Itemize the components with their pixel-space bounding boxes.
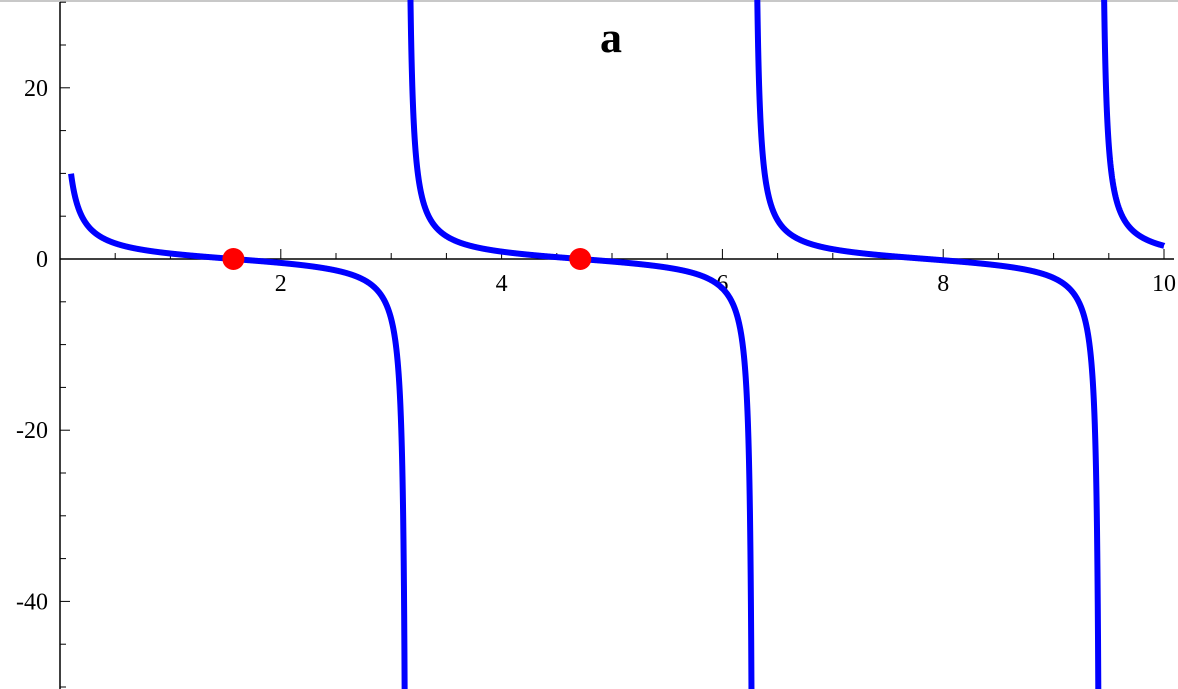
chart-title: a bbox=[600, 13, 622, 62]
x-tick-label: 10 bbox=[1152, 271, 1176, 297]
y-tick-label: 20 bbox=[24, 76, 48, 102]
series-line bbox=[1101, 0, 1167, 249]
y-tick-label: 0 bbox=[36, 247, 48, 273]
data-point bbox=[222, 248, 245, 270]
series-line bbox=[754, 0, 1102, 689]
series-line bbox=[407, 0, 755, 689]
series-layer bbox=[68, 0, 1167, 689]
y-tick-label: -20 bbox=[16, 418, 48, 444]
x-tick-label: 8 bbox=[937, 271, 949, 297]
x-tick-label: 4 bbox=[496, 271, 508, 297]
top-border bbox=[0, 0, 1178, 2]
x-tick-label: 2 bbox=[275, 271, 287, 297]
points-layer bbox=[222, 248, 592, 270]
data-point bbox=[569, 248, 592, 270]
y-tick-label: -40 bbox=[16, 589, 48, 615]
